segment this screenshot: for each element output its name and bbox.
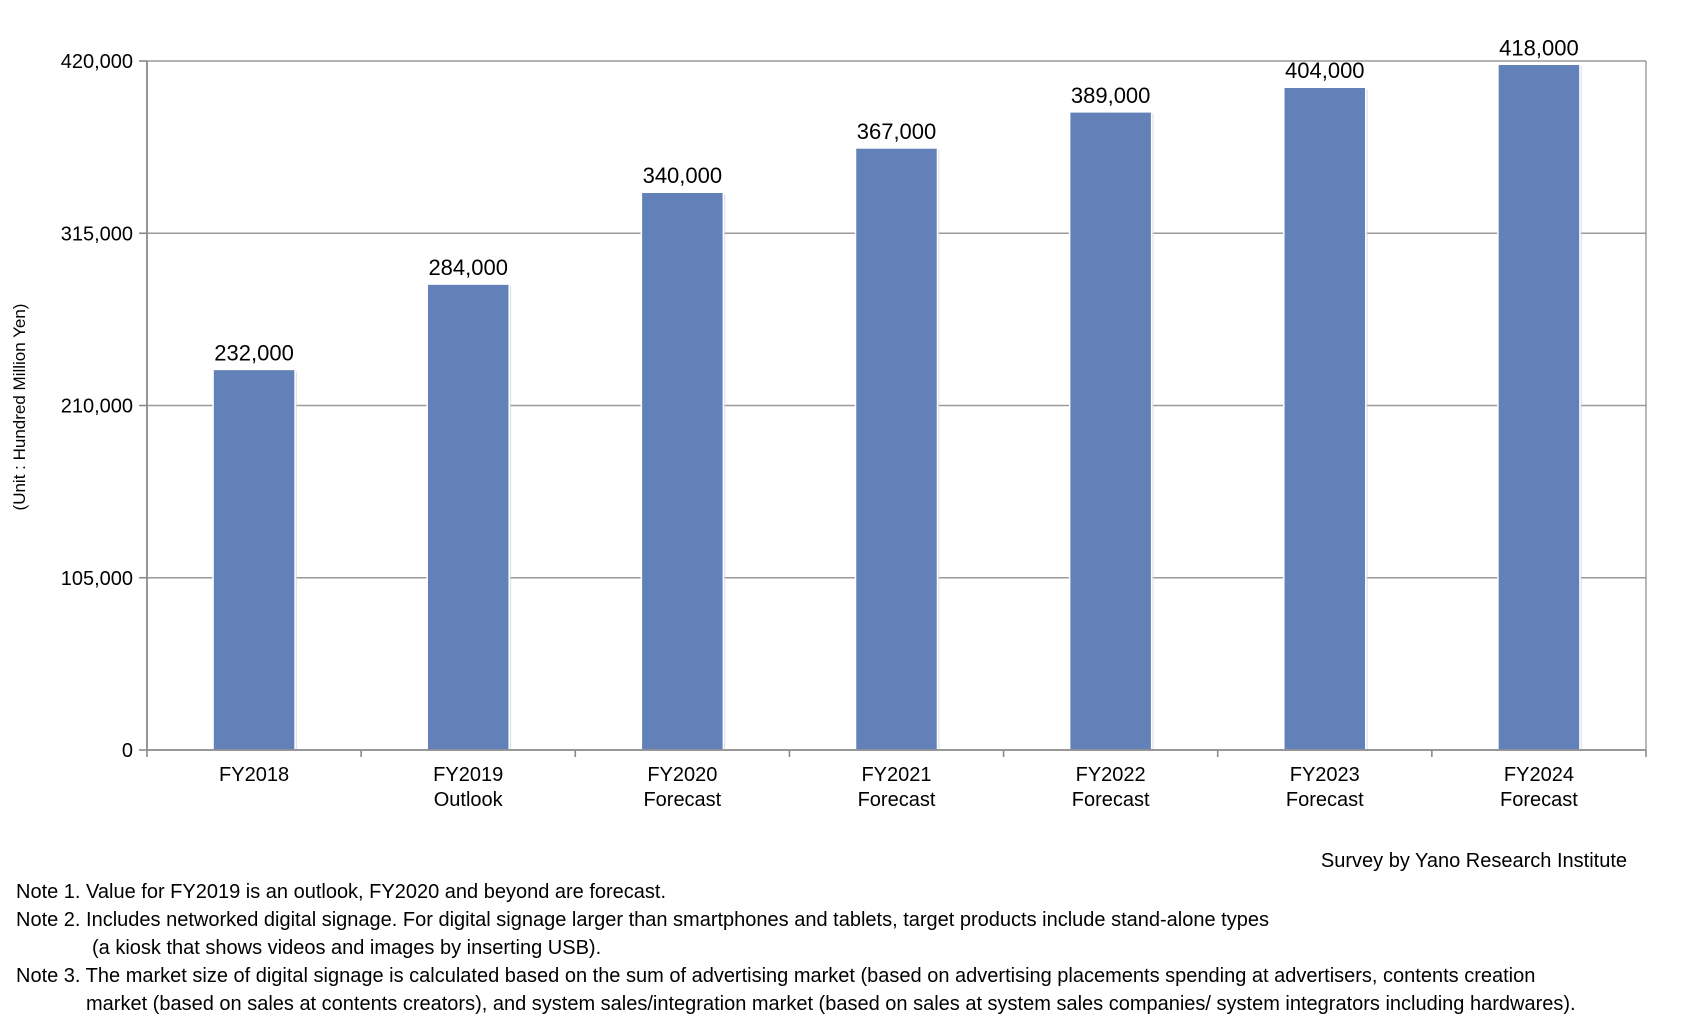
- y-axis-ticks: 0 105,000 210,000 315,000 420,000: [61, 51, 147, 762]
- bar-value-label: 367,000: [857, 119, 937, 144]
- x-tick-sublabel: Forecast: [643, 789, 721, 811]
- bar: [854, 147, 939, 751]
- bar: [426, 283, 510, 751]
- x-tick-label: FY2019: [433, 764, 503, 786]
- bars: [212, 63, 1582, 751]
- y-tick-label: 210,000: [61, 396, 133, 418]
- x-tick-sublabel: Outlook: [434, 789, 504, 811]
- bar: [640, 191, 725, 751]
- x-tick-label: FY2020: [647, 764, 717, 786]
- x-tick-label: FY2022: [1076, 764, 1146, 786]
- x-tick-label: FY2024: [1504, 764, 1574, 786]
- y-tick-label: 420,000: [61, 51, 133, 73]
- x-axis-ticks: FY2018 FY2019 Outlook FY2020 Forecast FY2021 F…: [219, 764, 1578, 811]
- x-tick-label: FY2021: [861, 764, 931, 786]
- x-tick-label: FY2023: [1290, 764, 1360, 786]
- note-1: Note 1. Value for FY2019 is an outlook, …: [16, 881, 667, 903]
- x-tick-sublabel: Forecast: [1286, 789, 1364, 811]
- note-2: Note 2. Includes networked digital signa…: [16, 909, 1269, 931]
- bar: [1068, 111, 1153, 751]
- y-tick-label: 0: [122, 740, 133, 762]
- x-tick-sublabel: Forecast: [858, 789, 936, 811]
- bar: [1283, 86, 1367, 751]
- bar: [1497, 63, 1581, 751]
- bar-value-label: 232,000: [214, 340, 294, 365]
- notes: Note 1. Value for FY2019 is an outlook, …: [16, 878, 1576, 1018]
- bar-value-label: 404,000: [1285, 58, 1365, 83]
- source-credit: Survey by Yano Research Institute: [1320, 850, 1627, 872]
- y-tick-label: 315,000: [61, 223, 133, 245]
- bar-value-label: 284,000: [428, 255, 508, 280]
- x-tick-sublabel: Forecast: [1072, 789, 1150, 811]
- y-axis-label: (Unit : Hundred Million Yen): [10, 304, 29, 511]
- axes: [146, 61, 1647, 757]
- data-labels: 232,000 284,000 340,000 367,000 389,000 404,0…: [214, 35, 1578, 365]
- x-tick-sublabel: Forecast: [1500, 789, 1578, 811]
- x-tick-label: FY2018: [219, 764, 289, 786]
- bar: [212, 368, 296, 751]
- note-2-continued: (a kiosk that shows videos and images by…: [92, 937, 602, 959]
- note-3-continued: market (based on sales at contents creat…: [86, 993, 1576, 1015]
- bar-value-label: 389,000: [1071, 83, 1151, 108]
- bar-chart: 0 105,000 210,000 315,000 420,000 232,000 284…: [10, 35, 1647, 811]
- bar-value-label: 340,000: [643, 163, 723, 188]
- note-3: Note 3. The market size of digital signa…: [16, 965, 1536, 987]
- bar-value-label: 418,000: [1499, 35, 1579, 60]
- y-tick-label: 105,000: [61, 568, 133, 590]
